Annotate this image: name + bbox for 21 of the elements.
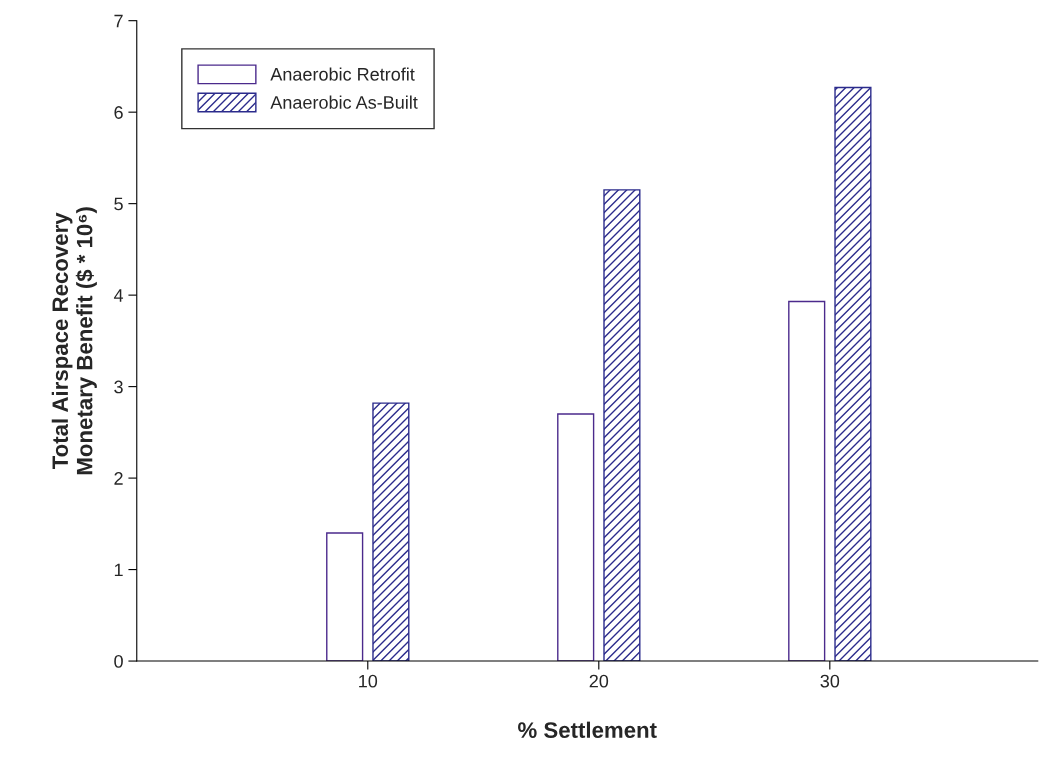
x-tick-label: 20 xyxy=(589,674,609,688)
x-tick-label: 10 xyxy=(359,674,378,688)
bar xyxy=(788,300,826,662)
y-tick-label: 4 xyxy=(113,289,124,302)
y-tick-label: 0 xyxy=(114,654,123,668)
y-axis-title: Total Airspace Recovery Monetary Benefit ($ * 10⁶) xyxy=(51,207,97,475)
y-tick-label: 2 xyxy=(114,472,123,485)
y-tick-label: 6 xyxy=(114,106,123,119)
x-axis-title: % Settlement xyxy=(518,721,657,738)
y-tick-label: 7 xyxy=(114,14,123,28)
legend-label: Anaerobic Retrofit xyxy=(270,67,415,81)
y-tick-label: 5 xyxy=(114,197,123,211)
bar xyxy=(603,189,641,662)
bar xyxy=(834,86,872,662)
bar xyxy=(372,402,410,662)
x-tick-label: 30 xyxy=(820,674,840,688)
y-tick-label: 3 xyxy=(114,380,123,394)
bar xyxy=(326,532,364,662)
legend-label: Anaerobic As-Built xyxy=(270,95,418,109)
y-tick-label: 1 xyxy=(114,563,123,577)
bar xyxy=(557,413,595,662)
